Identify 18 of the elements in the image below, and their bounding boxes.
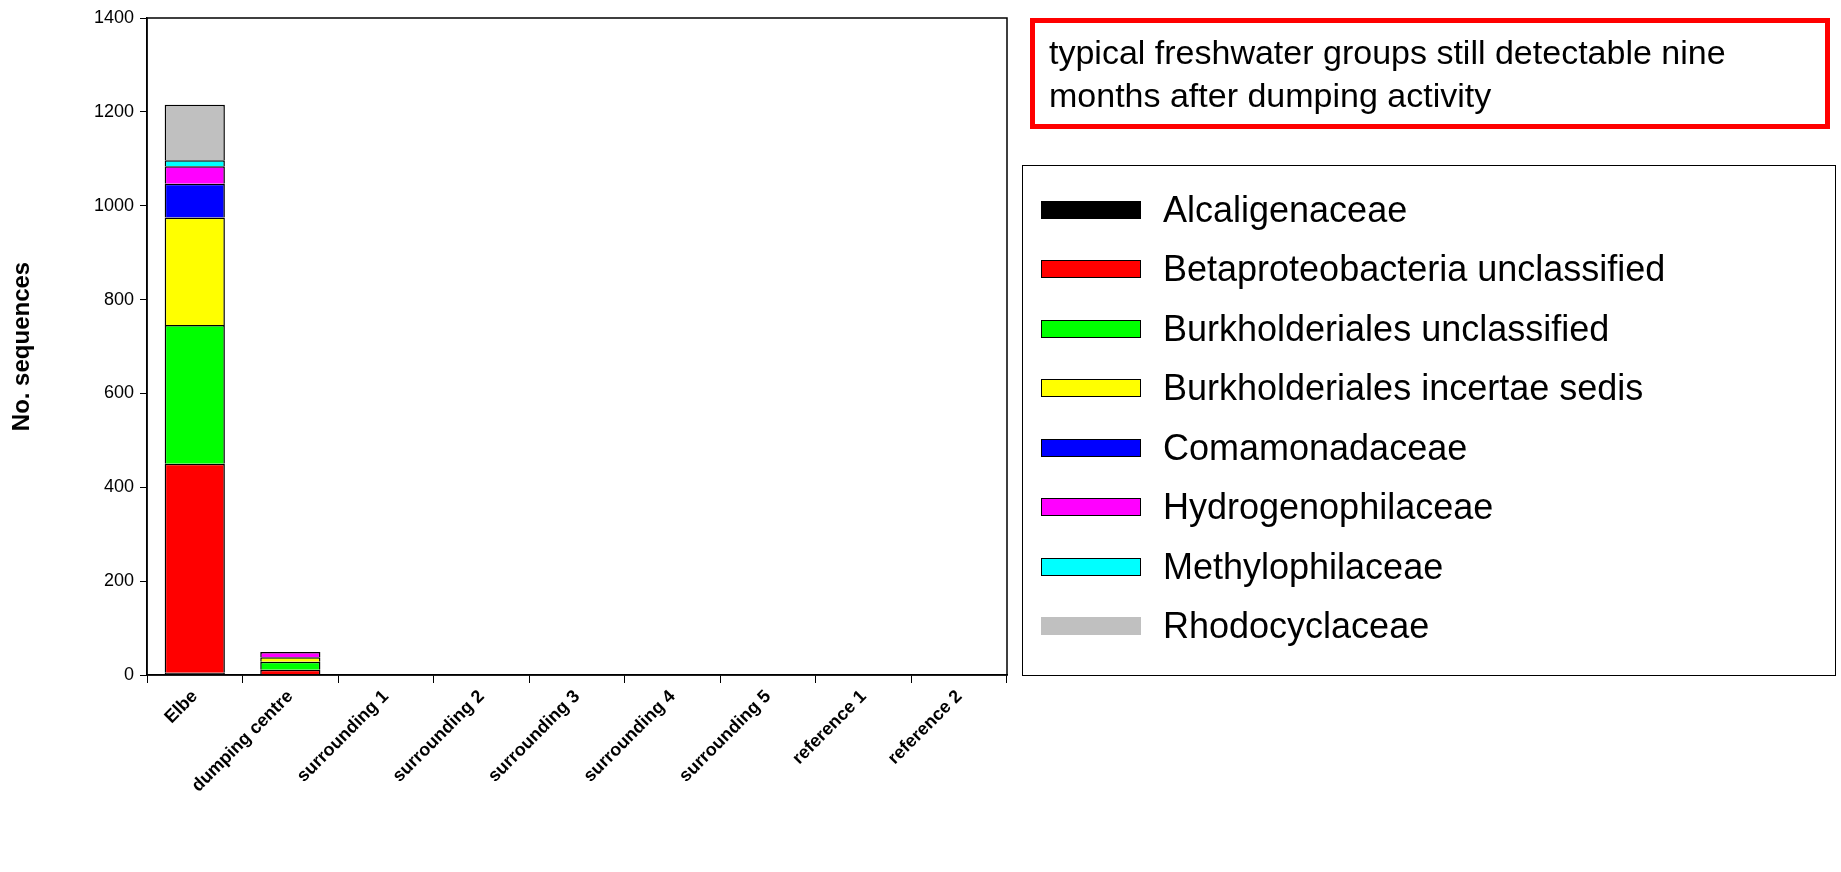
legend-label: Hydrogenophilaceae	[1163, 486, 1494, 529]
legend-label: Betaproteobacteria unclassified	[1163, 248, 1666, 291]
callout-box: typical freshwater groups still detectable nine months after dumping activity	[1030, 18, 1830, 129]
y-tick-label: 200	[103, 570, 134, 591]
y-tick-label: 1000	[93, 194, 134, 215]
y-axis-title: No. sequences	[7, 261, 35, 432]
legend-label: Burkholderiales unclassified	[1163, 307, 1610, 350]
y-tick-label: 800	[103, 288, 134, 309]
y-tick-label: 0	[123, 663, 134, 684]
y-tick-label: 600	[103, 382, 134, 403]
y-tick-label: 400	[103, 476, 134, 497]
legend-label: Comamonadaceae	[1163, 426, 1468, 469]
y-tick-label: 1200	[93, 100, 134, 121]
legend-label: Burkholderiales incertae sedis	[1163, 367, 1644, 410]
legend-label: Alcaligenaceae	[1163, 188, 1408, 231]
y-tick-label: 1400	[93, 6, 134, 27]
legend-label: Rhodocyclaceae	[1163, 605, 1430, 648]
legend-label: Methylophilaceae	[1163, 545, 1444, 588]
